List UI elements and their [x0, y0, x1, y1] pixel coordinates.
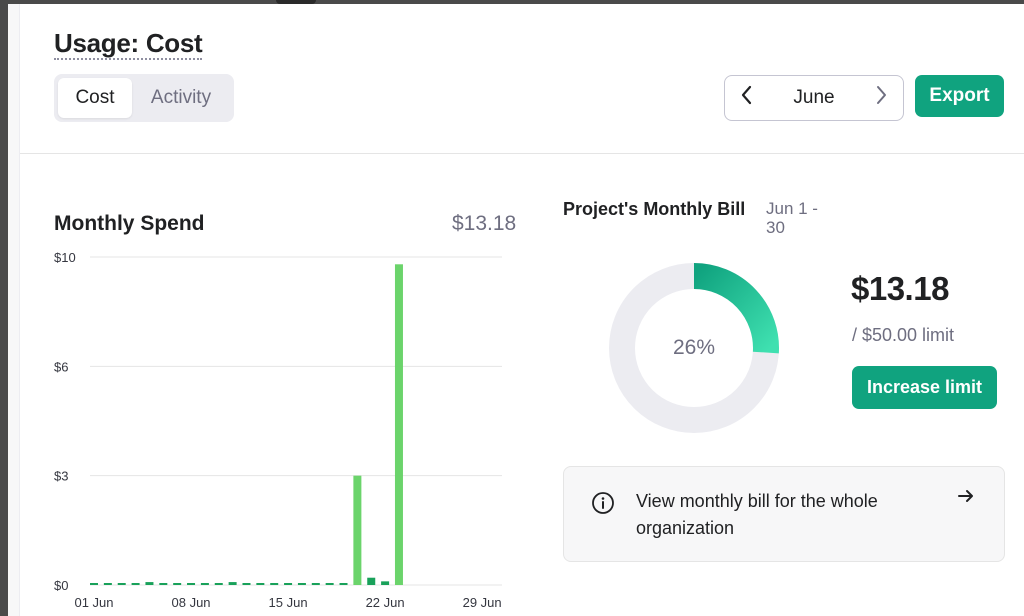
month-label: June: [793, 87, 835, 108]
bar-20-jun: [353, 475, 362, 585]
org-bill-link[interactable]: View monthly bill for the whole organiza…: [563, 466, 1005, 562]
bar-09-jun: [200, 583, 209, 585]
chevron-left-icon[interactable]: [737, 85, 757, 111]
bar-14-jun: [270, 583, 279, 585]
bar-08-jun: [187, 583, 196, 585]
bar-11-jun: [228, 582, 237, 585]
window-notch: [276, 0, 316, 4]
project-bill-title: Project's Monthly Bill: [563, 199, 746, 219]
bar-07-jun: [173, 583, 182, 585]
monthly-spend-total: $13.18: [452, 212, 517, 235]
increase-limit-button[interactable]: Increase limit: [852, 366, 997, 409]
view-tabs: Cost Activity: [54, 74, 234, 122]
arrow-right-icon: [957, 487, 975, 511]
bill-date-range: Jun 1 - 30: [766, 199, 818, 237]
org-bill-text: View monthly bill for the whole organiza…: [636, 491, 878, 538]
bar-16-jun: [297, 583, 306, 585]
x-tick-label: 15 Jun: [269, 595, 308, 610]
tab-activity[interactable]: Activity: [150, 87, 212, 108]
bill-amount: $13.18: [851, 270, 949, 307]
bar-10-jun: [214, 583, 223, 585]
bar-17-jun: [311, 583, 320, 585]
bar-13-jun: [256, 583, 265, 585]
monthly-spend-title: Monthly Spend: [54, 212, 205, 235]
page-title: Usage: Cost: [54, 28, 203, 60]
bar-23-jun: [394, 264, 403, 585]
bar-05-jun: [145, 582, 154, 585]
tab-cost[interactable]: Cost: [58, 78, 132, 118]
bar-04-jun: [131, 583, 140, 585]
info-circle-icon: [591, 491, 615, 515]
bill-usage-donut: [609, 263, 779, 433]
bar-06-jun: [159, 583, 168, 585]
x-tick-label: 22 Jun: [366, 595, 405, 610]
x-tick-label: 08 Jun: [172, 595, 211, 610]
y-tick-label: $6: [54, 359, 68, 374]
bar-01-jun: [90, 583, 98, 585]
y-tick-label: $3: [54, 469, 68, 484]
donut-progress: [693, 263, 779, 354]
bill-limit: / $50.00 limit: [852, 325, 955, 345]
left-gutter: [8, 4, 20, 616]
y-tick-label: $10: [54, 250, 76, 265]
y-tick-label: $0: [54, 578, 68, 593]
month-selector: June: [724, 75, 904, 121]
bar-22-jun: [381, 581, 390, 585]
bar-12-jun: [242, 583, 251, 585]
bar-15-jun: [284, 583, 293, 585]
bar-02-jun: [103, 583, 112, 585]
x-tick-label: 01 Jun: [74, 595, 113, 610]
x-tick-label: 29 Jun: [463, 595, 502, 610]
export-button[interactable]: Export: [915, 75, 1004, 117]
header-divider: [20, 153, 1024, 154]
donut-percent-label: 26%: [672, 336, 716, 359]
chevron-right-icon[interactable]: [871, 85, 891, 111]
bar-19-jun: [339, 583, 348, 585]
monthly-spend-chart: $0 $3 $6 $10 01 Jun 08 Jun 15 Jun 22 Jun 29 Jun: [54, 250, 502, 610]
bar-03-jun: [117, 583, 126, 585]
bar-21-jun: [367, 577, 376, 585]
bar-18-jun: [325, 583, 334, 585]
